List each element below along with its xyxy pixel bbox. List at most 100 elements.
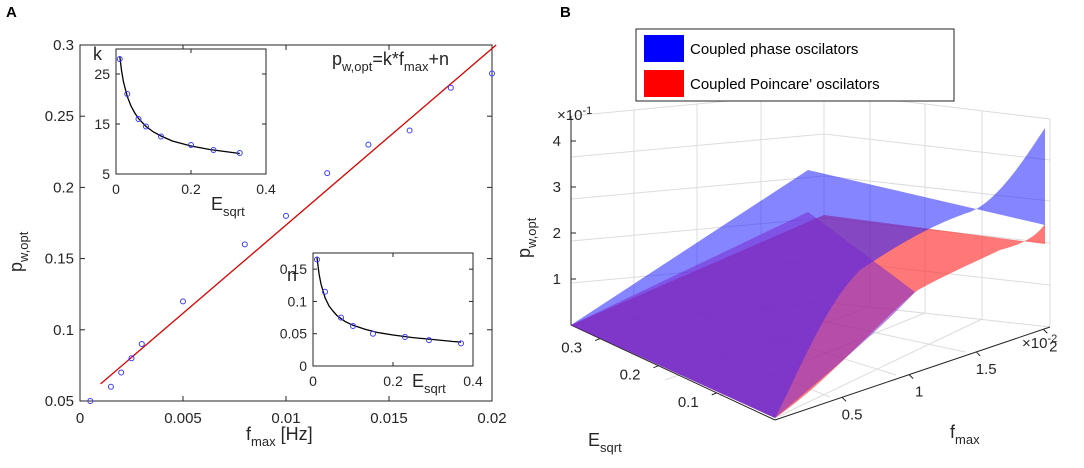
e-axis-line (570, 324, 776, 421)
legend-swatch-phase (644, 35, 684, 62)
e-tick-mark (594, 338, 601, 342)
data-point (188, 142, 194, 148)
x-tick-label: 0.005 (164, 410, 202, 427)
x-tick-label: 0.01 (271, 410, 300, 427)
panel-label-a: A (6, 4, 17, 21)
data-point (180, 298, 186, 305)
surface-3d-plot: 1 2 3 4 0.1 0.2 0.3 0.5 1 1.5 2 ×10-1 ×10-2 pw,o… (514, 28, 1057, 455)
y-tick-label: 0.2 (53, 179, 74, 196)
data-point (350, 322, 356, 329)
z-tick-label: 4 (553, 133, 561, 150)
data-point (210, 147, 217, 153)
fit-curve (119, 56, 240, 155)
axes-3d (570, 116, 1051, 421)
panel-label-b: B (560, 4, 571, 21)
inset-n-ticks: 0 0.2 0.4 0 0.05 0.1 0.15 (280, 253, 483, 389)
fit-equation: pw,opt=k*fmax+n (332, 49, 449, 74)
data-point (236, 150, 243, 156)
y-tick-label: 0.3 (53, 37, 74, 54)
f-tick-label: 2 (1049, 338, 1057, 355)
inset-k-plot: 0 0.2 0.4 5 15 25 k Esqrt (93, 44, 276, 219)
x-tick-label: 0.4 (256, 181, 276, 197)
main-y-axis-label: pw,opt (6, 231, 31, 272)
surface-f-ticks: 0.5 1 1.5 2 (842, 328, 1057, 423)
f-tick-label: 0.5 (842, 406, 863, 423)
data-point (324, 170, 331, 177)
main-ticks: 0 0.005 0.01 0.015 0.020.050.10.150.20.250.3 (45, 37, 507, 427)
z-multiplier: ×10-1 (557, 105, 592, 124)
data-point (402, 333, 408, 340)
inset-k-y-label: k (93, 44, 103, 64)
data-point (124, 91, 131, 97)
data-point (283, 212, 289, 219)
x-tick-label: 0.015 (370, 410, 408, 427)
inset-n-x-label: Esqrt (412, 371, 446, 396)
f-tick-label: 1.5 (976, 361, 997, 378)
y-tick-label: 15 (94, 116, 110, 132)
main-fit-line-group (100, 44, 497, 385)
y-tick-label: 25 (94, 66, 110, 82)
y-tick-label: 5 (102, 166, 110, 182)
z-tick-label: 2 (553, 225, 561, 242)
grid-line (823, 133, 1051, 161)
y-tick-label: 0.05 (45, 393, 74, 410)
inset-k-x-label: Esqrt (211, 194, 245, 219)
x-tick-label: 0.4 (463, 373, 483, 389)
data-point (87, 398, 94, 404)
surface-z-ticks: 1 2 3 4 (553, 133, 576, 288)
grid-line (774, 318, 983, 419)
e-tick-label: 0.3 (561, 340, 582, 357)
grid-line (570, 175, 825, 200)
data-point (489, 70, 495, 77)
data-point (158, 133, 164, 140)
surface-f-label: fmax (950, 422, 980, 447)
y-tick-label: 0.1 (53, 322, 74, 339)
data-point (338, 314, 344, 321)
e-tick-label: 0.1 (678, 394, 699, 411)
data-point (426, 337, 432, 344)
e-tick-mark (653, 365, 659, 369)
inset-k-fit-curve-group (119, 56, 240, 155)
e-tick-label: 0.2 (620, 367, 641, 384)
data-point (314, 256, 320, 263)
y-tick-label: 0.15 (280, 261, 307, 277)
x-tick-label: 0 (309, 373, 317, 389)
surface-overlap (571, 212, 915, 418)
data-point (116, 56, 123, 62)
z-tick-label: 3 (553, 179, 561, 196)
data-point (241, 241, 248, 248)
inset-k-frame (115, 48, 267, 175)
inset-k-ticks: 0 0.2 0.4 5 15 25 (94, 49, 276, 197)
x-tick-label: 0 (112, 181, 120, 197)
x-multiplier: ×10-2 (1022, 333, 1057, 352)
x-tick-label: 0 (76, 410, 84, 427)
data-point (128, 355, 135, 362)
z-tick-label: 1 (553, 271, 561, 288)
x-tick-label: 0.2 (383, 373, 403, 389)
y-tick-label: 0.1 (288, 293, 308, 309)
data-point (143, 123, 149, 130)
surface-e-label: Esqrt (588, 430, 622, 455)
data-point (458, 340, 464, 347)
legend: Coupled phase oscilators Coupled Poincar… (635, 28, 955, 102)
data-point (406, 127, 413, 134)
main-data-points (87, 70, 495, 404)
data-point (135, 116, 142, 122)
surface-z-label: pw,opt (514, 217, 539, 258)
data-point (107, 383, 114, 390)
inset-n-y-label: n (287, 265, 297, 285)
data-point (370, 330, 376, 337)
y-tick-label: 0.25 (45, 108, 74, 125)
surface-e-ticks: 0.1 0.2 0.3 (561, 338, 717, 411)
f-tick-label: 1 (915, 384, 923, 401)
main-x-axis-label: fmax [Hz] (246, 424, 313, 449)
data-point (447, 84, 454, 91)
inset-n-plot: 0 0.2 0.4 0 0.05 0.1 0.15 n Esqrt (280, 252, 483, 396)
f-tick-mark (908, 374, 914, 379)
f-axis-line (774, 326, 1051, 421)
legend-label-phase: Coupled phase oscilators (690, 41, 858, 58)
data-point (118, 369, 125, 376)
data-point (365, 141, 372, 148)
inset-n-data-points (314, 256, 464, 347)
